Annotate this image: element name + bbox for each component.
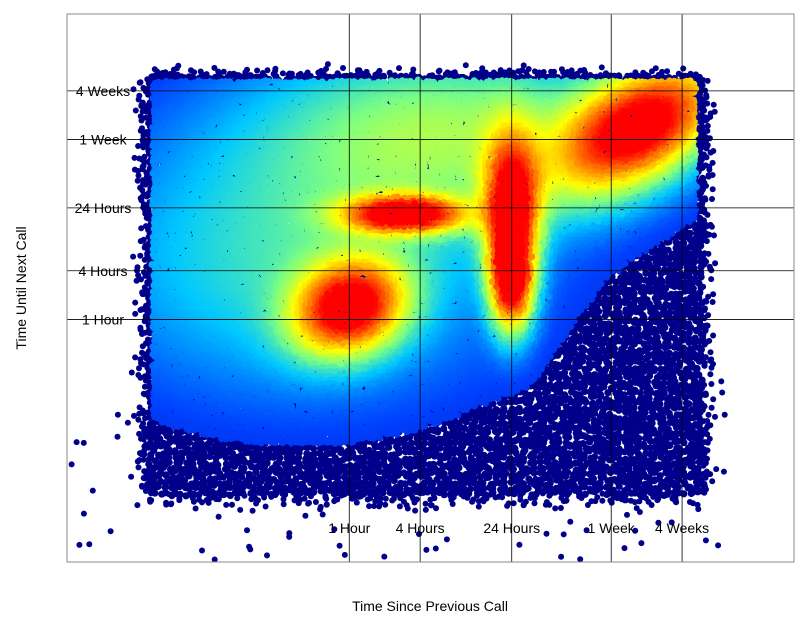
scatter-point [690, 258, 698, 266]
scatter-points [68, 61, 728, 562]
scatter-point [681, 233, 689, 241]
scatter-point [380, 72, 388, 80]
scatter-point [686, 229, 694, 237]
